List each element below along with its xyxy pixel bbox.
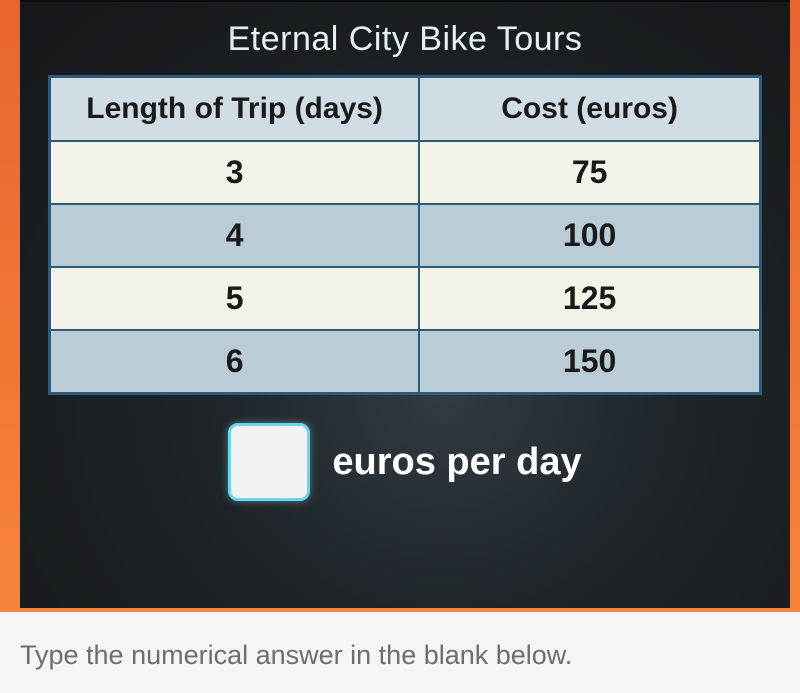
cell-days: 4 (50, 204, 420, 267)
cell-cost: 150 (419, 330, 760, 394)
table-title: Eternal City Bike Tours (40, 20, 770, 59)
table-row: 4 100 (50, 204, 761, 267)
prompt-text: Type the numerical answer in the blank b… (20, 640, 780, 671)
prompt-area: Type the numerical answer in the blank b… (0, 612, 800, 671)
cell-days: 6 (50, 330, 420, 394)
column-header-cost: Cost (euros) (419, 77, 760, 142)
chalkboard-panel: Eternal City Bike Tours Length of Trip (… (20, 0, 790, 608)
cell-cost: 125 (419, 267, 760, 330)
cell-days: 3 (50, 141, 420, 204)
cell-cost: 75 (419, 141, 760, 204)
lesson-frame: Eternal City Bike Tours Length of Trip (… (0, 0, 800, 612)
cell-cost: 100 (419, 204, 760, 267)
answer-input[interactable] (228, 423, 310, 501)
table-row: 6 150 (50, 330, 761, 394)
column-header-days: Length of Trip (days) (50, 77, 420, 142)
answer-unit-label: euros per day (332, 441, 581, 484)
bike-tours-table: Length of Trip (days) Cost (euros) 3 75 … (48, 75, 762, 395)
table-row: 3 75 (50, 141, 761, 204)
answer-row: euros per day (40, 423, 770, 501)
cell-days: 5 (50, 267, 420, 330)
table-row: 5 125 (50, 267, 761, 330)
